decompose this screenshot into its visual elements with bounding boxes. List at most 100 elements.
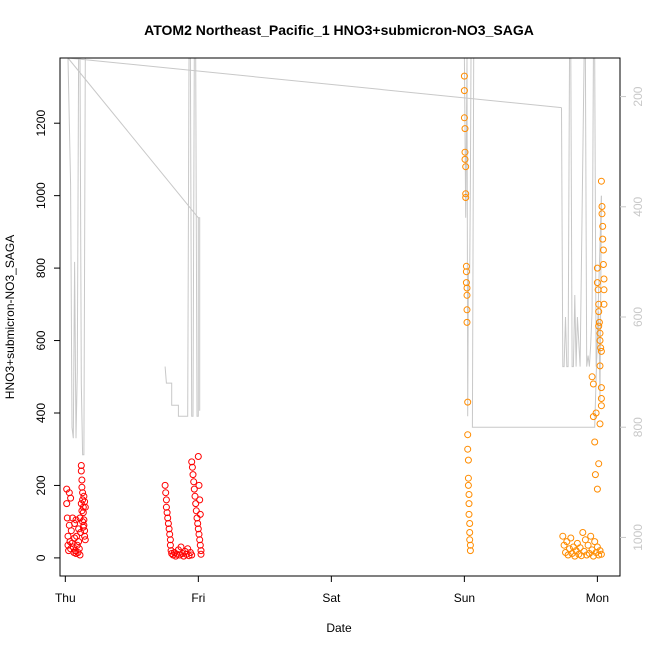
data-point-series-3 xyxy=(463,291,471,299)
data-point-series-4 xyxy=(591,471,599,479)
data-point-series-2 xyxy=(196,496,204,504)
y-tick-label: 200 xyxy=(34,475,48,495)
data-point-series-2 xyxy=(192,500,200,508)
data-point-series-4 xyxy=(596,362,604,370)
data-point-series-4 xyxy=(592,409,600,417)
data-point-series-2 xyxy=(196,510,204,518)
data-point-series-3 xyxy=(463,284,471,292)
data-point-series-4 xyxy=(597,402,605,410)
data-point-series-3 xyxy=(464,474,472,482)
data-point-series-3 xyxy=(465,491,473,498)
data-point-series-2 xyxy=(190,485,198,493)
x-tick-label: Mon xyxy=(586,591,609,605)
data-point-series-1 xyxy=(77,529,85,536)
data-point-series-3 xyxy=(465,500,473,508)
right-tick-label: 800 xyxy=(631,417,645,437)
pressure-trace-6 xyxy=(561,57,602,400)
data-point-series-3 xyxy=(461,125,469,133)
y-tick-label: 800 xyxy=(34,258,48,278)
data-point-series-4 xyxy=(576,544,584,552)
data-point-series-4 xyxy=(599,261,607,268)
data-point-series-1 xyxy=(78,507,86,515)
data-point-series-1 xyxy=(79,518,87,526)
data-point-series-4 xyxy=(589,380,597,388)
data-point-series-1 xyxy=(79,523,87,531)
data-point-series-1 xyxy=(81,532,89,540)
x-axis-title: Date xyxy=(326,621,352,635)
data-point-series-4 xyxy=(599,222,607,230)
data-point-series-3 xyxy=(462,194,470,201)
y-tick-label: 400 xyxy=(34,403,48,423)
data-point-series-3 xyxy=(466,529,474,536)
data-point-series-2 xyxy=(192,507,200,515)
data-point-series-2 xyxy=(194,525,202,533)
data-point-series-1 xyxy=(78,476,86,484)
data-point-series-1 xyxy=(63,500,71,508)
data-point-series-4 xyxy=(596,329,604,337)
right-pressure-axis: 200 400 600 800 1000 xyxy=(620,86,645,551)
data-point-series-4 xyxy=(596,420,604,428)
data-point-series-2 xyxy=(195,481,203,489)
data-point-series-2 xyxy=(162,496,170,504)
data-point-series-4 xyxy=(597,395,605,402)
data-point-series-1 xyxy=(80,492,88,500)
data-point-series-2 xyxy=(188,551,196,559)
data-point-series-3 xyxy=(462,268,470,276)
data-point-series-1 xyxy=(78,483,86,491)
data-point-series-4 xyxy=(595,300,603,308)
data-point-series-2 xyxy=(194,520,202,527)
data-point-series-1 xyxy=(81,536,89,544)
data-point-series-4 xyxy=(595,551,603,559)
right-tick-label: 1000 xyxy=(631,524,645,551)
data-point-series-4 xyxy=(596,337,604,344)
data-point-series-2 xyxy=(196,541,204,549)
pressure-trace-1 xyxy=(67,57,86,456)
data-point-series-3 xyxy=(464,481,472,489)
data-point-series-2 xyxy=(177,543,185,551)
data-point-series-4 xyxy=(597,550,605,558)
data-point-series-4 xyxy=(591,538,599,546)
pressure-trace-2 xyxy=(67,57,199,219)
x-tick-label: Sun xyxy=(454,591,475,605)
data-point-series-3 xyxy=(461,148,469,156)
data-point-series-4 xyxy=(595,308,603,316)
data-point-series-2 xyxy=(163,509,171,517)
data-point-series-4 xyxy=(600,275,608,283)
pressure-traces xyxy=(67,57,602,456)
data-point-series-2 xyxy=(162,489,170,497)
data-point-series-3 xyxy=(462,163,470,171)
data-point-series-4 xyxy=(588,373,596,381)
pressure-trace-5 xyxy=(463,57,602,428)
pressure-trace-4 xyxy=(67,57,562,109)
x-tick-label: Thu xyxy=(55,591,76,605)
data-point-series-1 xyxy=(72,516,80,524)
data-point-series-1 xyxy=(71,520,79,527)
data-point-series-2 xyxy=(162,503,170,511)
data-point-series-1 xyxy=(77,467,85,475)
data-point-series-2 xyxy=(161,481,169,489)
data-point-series-4 xyxy=(600,300,608,308)
data-point-series-1 xyxy=(63,514,71,522)
y-tick-label: 600 xyxy=(34,330,48,350)
data-point-series-2 xyxy=(188,463,196,471)
plot-frame xyxy=(59,57,621,577)
data-point-series-4 xyxy=(597,384,605,392)
data-point-series-2 xyxy=(190,478,198,486)
data-point-series-3 xyxy=(462,190,470,198)
data-point-series-4 xyxy=(593,279,601,287)
data-point-series-3 xyxy=(461,155,469,163)
data-point-series-3 xyxy=(463,318,471,326)
right-tick-label: 400 xyxy=(631,196,645,216)
data-point-series-1 xyxy=(79,496,87,504)
data-point-series-2 xyxy=(185,552,193,560)
data-point-series-4 xyxy=(567,534,575,542)
data-point-series-3 xyxy=(466,541,474,549)
data-point-series-1 xyxy=(75,538,83,546)
data-point-series-3 xyxy=(465,510,473,518)
data-point-series-4 xyxy=(595,460,603,468)
data-point-series-4 xyxy=(559,532,567,540)
x-tick-label: Fri xyxy=(191,591,205,605)
data-point-series-2 xyxy=(196,536,204,544)
data-point-series-4 xyxy=(579,529,587,536)
data-point-series-2 xyxy=(197,547,205,555)
